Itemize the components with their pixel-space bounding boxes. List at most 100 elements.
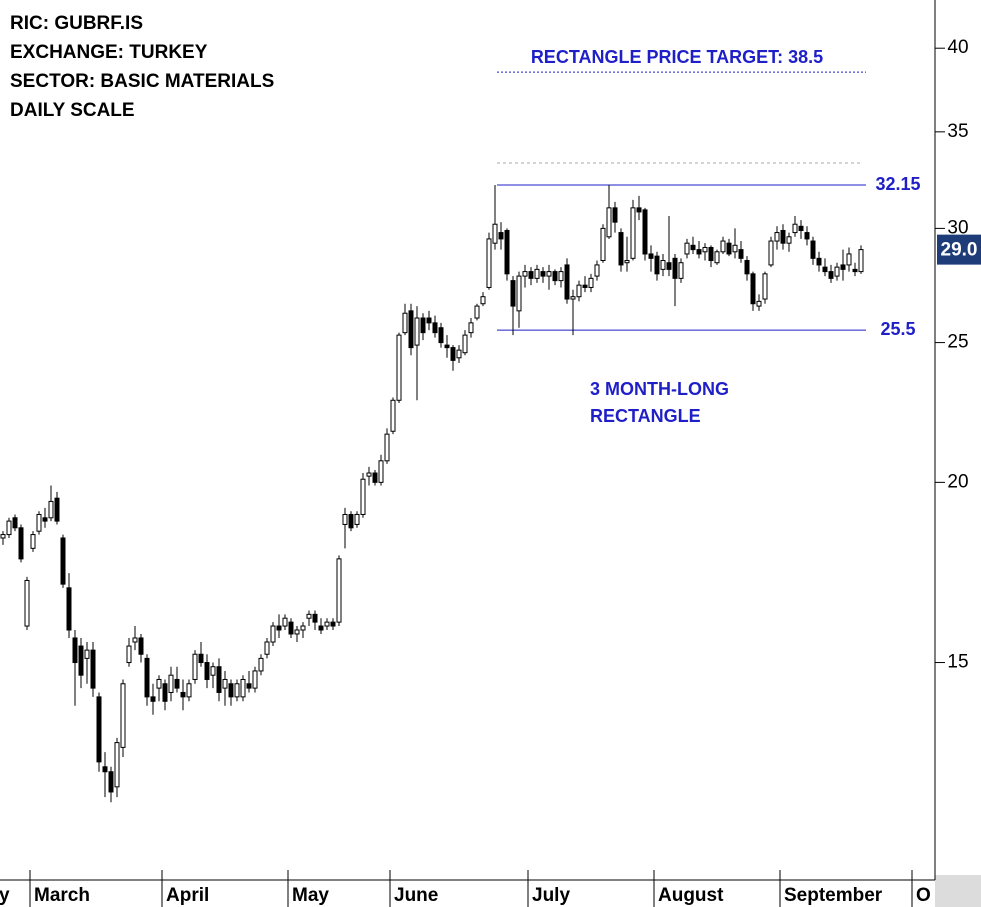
info-line: EXCHANGE: TURKEY [10, 42, 208, 63]
candle-body [606, 207, 612, 238]
candle-body [426, 317, 432, 324]
candle-body [228, 683, 234, 698]
candle-body [180, 691, 186, 698]
candle-body [186, 683, 192, 698]
candle-body [588, 277, 594, 288]
candle-body [696, 249, 702, 255]
candle-body [708, 246, 714, 262]
level-label: 25.5 [880, 319, 915, 339]
target-label: RECTANGLE PRICE TARGET: 38.5 [531, 47, 823, 67]
candle-body [162, 683, 168, 702]
candle-body [276, 625, 282, 631]
candle-body [300, 625, 306, 631]
candle-body [198, 653, 204, 664]
candle-body [594, 264, 600, 277]
candle-body [126, 645, 132, 664]
candle-body [378, 460, 384, 483]
candle-body [786, 236, 792, 244]
y-tick-label: 20 [947, 471, 968, 492]
info-line: SECTOR: BASIC MATERIALS [10, 71, 274, 92]
candle-body [354, 513, 360, 525]
candle-body [690, 244, 696, 251]
candle-body [474, 305, 480, 319]
candle-body [834, 266, 840, 277]
candle-body [234, 683, 240, 698]
candle-body [498, 232, 504, 240]
candle-body [576, 284, 582, 298]
candle-body [174, 678, 180, 689]
candle-body [438, 327, 444, 344]
candle-body [216, 666, 222, 693]
candle-body [360, 478, 366, 515]
candle-body [336, 558, 342, 623]
candle-body [282, 617, 288, 627]
y-tick-label: 35 [947, 121, 968, 142]
candle-body [60, 537, 66, 585]
candle-body [642, 209, 648, 255]
candle-body [714, 251, 720, 264]
candle-body [306, 613, 312, 619]
candle-body [858, 249, 864, 273]
candle-body [210, 666, 216, 676]
x-tick-label: May [292, 885, 329, 906]
last-price-label: 29.0 [941, 240, 978, 261]
candle-body [324, 621, 330, 627]
candle-body [462, 334, 468, 354]
candle-body [804, 232, 810, 240]
candle-body [192, 653, 198, 680]
candle-body [156, 678, 162, 689]
candle-body [630, 207, 636, 259]
candle-body [516, 275, 522, 312]
candle-body [150, 696, 156, 702]
candle-body [780, 229, 786, 244]
candle-body [660, 260, 666, 270]
candle-body [408, 310, 414, 349]
candle-body [420, 317, 426, 334]
candle-body [480, 296, 486, 305]
candle-body [546, 271, 552, 277]
candle-body [702, 246, 708, 253]
candle-body [114, 742, 120, 788]
candle-body [636, 207, 642, 213]
candle-body [120, 683, 126, 748]
candle-body [66, 587, 72, 631]
candle-body [732, 244, 738, 253]
candle-body [564, 264, 570, 300]
candle-body [444, 344, 450, 349]
candle-body [18, 527, 24, 560]
candle-body [330, 621, 336, 627]
x-tick-label: June [394, 885, 438, 906]
candle-body [450, 347, 456, 361]
x-tick-label: July [532, 885, 570, 906]
candle-body [540, 271, 546, 277]
candle-body [42, 517, 48, 522]
candle-body [72, 637, 78, 664]
candle-body [798, 225, 804, 231]
candle-body [504, 229, 510, 275]
candle-body [846, 253, 852, 266]
candle-body [318, 625, 324, 631]
candle-body [774, 232, 780, 242]
candle-body [138, 637, 144, 655]
candle-body [762, 273, 768, 300]
candle-body [510, 280, 516, 307]
candle-body [0, 534, 6, 539]
candle-body [312, 613, 318, 623]
candle-body [582, 284, 588, 288]
candle-body [522, 271, 528, 277]
y-tick-label: 40 [947, 37, 968, 58]
candle-body [792, 223, 798, 234]
x-tick-label: March [34, 885, 90, 906]
candle-body [666, 262, 672, 270]
candle-body [84, 649, 90, 659]
candle-body [294, 629, 300, 635]
candle-body [456, 349, 462, 359]
candle-body [534, 268, 540, 279]
candle-body [624, 260, 630, 264]
candle-body [486, 238, 492, 288]
candle-body [384, 433, 390, 462]
candle-body [348, 513, 354, 529]
candle-body [558, 271, 564, 282]
